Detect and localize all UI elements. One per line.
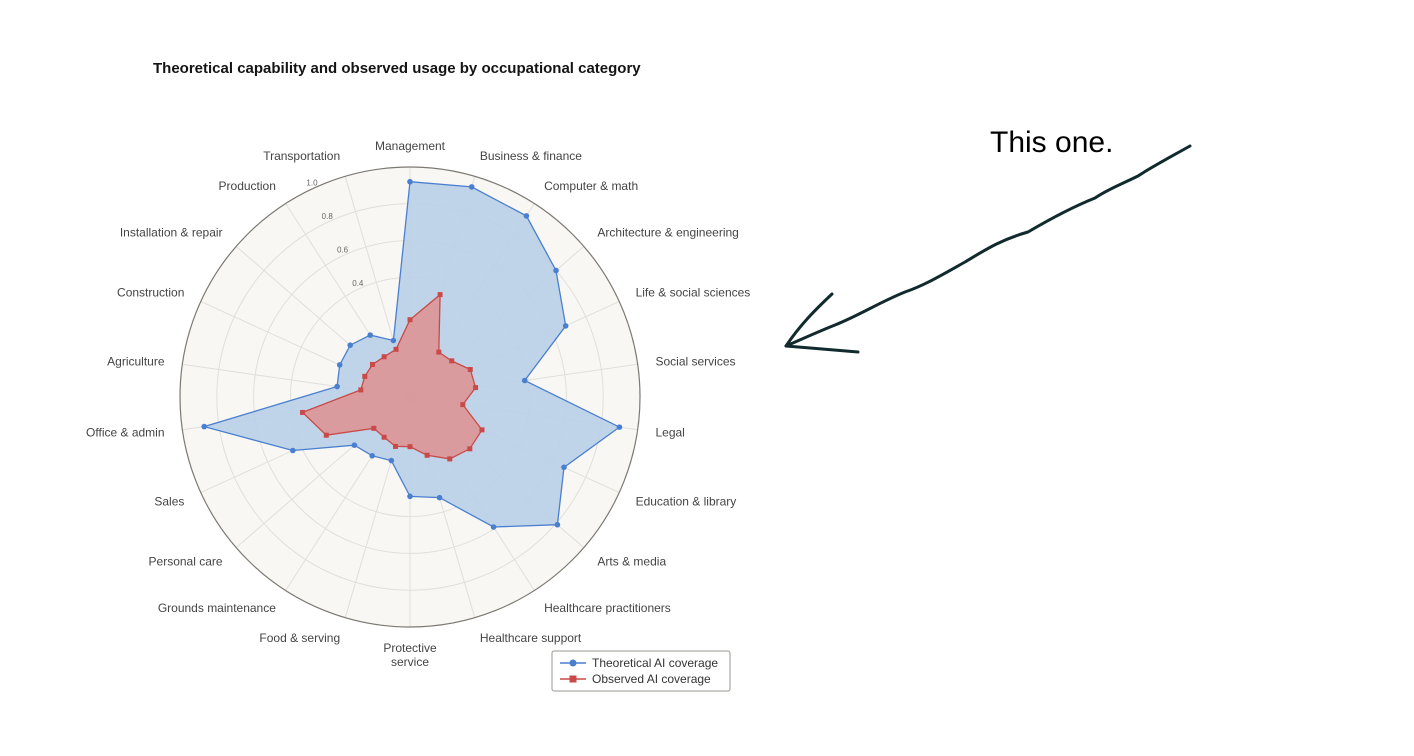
theoretical-point <box>390 337 397 344</box>
theoretical-point <box>201 423 207 430</box>
theoretical-point <box>554 521 561 528</box>
category-label: Life & social sciences <box>636 286 751 300</box>
observed-point <box>381 354 387 360</box>
outer-ring <box>179 166 641 628</box>
theoretical-point <box>616 424 623 430</box>
theoretical-point <box>561 464 567 471</box>
category-label: Personal care <box>149 554 223 568</box>
observed-point <box>437 292 443 298</box>
category-label: Healthcare support <box>480 631 582 645</box>
observed-point <box>392 443 398 449</box>
radial-tick-label: 0.6 <box>337 245 349 254</box>
legend-box <box>551 650 731 692</box>
theoretical-point <box>290 447 296 454</box>
legend-label-observed: Observed AI coverage <box>592 672 711 686</box>
observed-point <box>300 409 306 415</box>
category-labels: Management Business & finance Computer & m… <box>86 139 750 669</box>
category-label: Management <box>375 139 446 153</box>
legend: Theoretical AI coverage Observed AI cove… <box>551 650 731 692</box>
series-layer <box>201 178 623 530</box>
category-label: Installation & repair <box>120 226 223 240</box>
theoretical-point <box>388 457 395 464</box>
observed-point <box>473 385 479 391</box>
category-label: Healthcare practitioners <box>544 601 671 615</box>
theoretical-point <box>553 267 559 274</box>
theoretical-point <box>468 184 475 190</box>
chart-title: Theoretical capability and observed usag… <box>153 60 641 77</box>
observed-point <box>407 444 413 450</box>
observed-point <box>479 427 485 433</box>
theoretical-point <box>367 332 374 338</box>
observed-point <box>460 402 466 408</box>
theoretical-point <box>562 323 569 329</box>
observed-point <box>369 361 375 367</box>
observed-point <box>467 366 473 372</box>
category-label: Sales <box>154 494 184 508</box>
observed-point <box>436 349 442 355</box>
radial-tick-label: 0.4 <box>352 279 364 288</box>
theoretical-point <box>369 453 375 459</box>
legend-marker-observed <box>569 675 577 683</box>
theoretical-point <box>347 342 354 348</box>
observed-point <box>424 452 430 458</box>
observed-point <box>467 446 473 452</box>
category-label: Architecture & engineering <box>597 226 738 240</box>
observed-point <box>447 456 453 462</box>
category-label: Food & serving <box>259 631 340 645</box>
observed-point <box>407 317 413 323</box>
category-label: Office & admin <box>86 426 164 440</box>
annotation-text: This one. <box>990 126 1114 159</box>
theoretical-point <box>407 178 413 185</box>
category-label: Production <box>219 179 276 193</box>
category-label: Transportation <box>263 149 340 163</box>
radial-tick-label: 1.0 <box>306 178 318 187</box>
observed-point <box>371 425 377 431</box>
annotation-arrow <box>784 144 1192 354</box>
legend-label-theoretical: Theoretical AI coverage <box>592 656 718 670</box>
category-label: Arts & media <box>597 554 666 568</box>
observed-point <box>381 434 387 440</box>
theoretical-point <box>523 213 530 219</box>
category-label: Legal <box>655 426 684 440</box>
category-label: Business & finance <box>480 149 582 163</box>
theoretical-point <box>407 493 413 500</box>
theoretical-point <box>351 442 358 448</box>
theoretical-point <box>490 524 497 530</box>
category-label: Grounds maintenance <box>158 601 276 615</box>
observed-point <box>358 387 364 393</box>
category-label: Education & library <box>636 494 737 508</box>
observed-point <box>393 346 399 352</box>
legend-marker-theoretical <box>569 659 577 667</box>
theoretical-point <box>521 377 528 384</box>
category-label: Agriculture <box>107 354 165 368</box>
category-label: Construction <box>117 286 184 300</box>
observed-point <box>362 373 368 379</box>
radial-tick-label: 0.8 <box>322 212 334 221</box>
category-label: Computer & math <box>544 179 638 193</box>
theoretical-point <box>336 362 343 368</box>
theoretical-point <box>436 494 443 501</box>
category-label: Protective service <box>383 641 437 669</box>
theoretical-point <box>334 383 340 390</box>
category-label: Social services <box>655 354 735 368</box>
observed-point <box>449 358 455 364</box>
observed-point <box>323 432 329 438</box>
